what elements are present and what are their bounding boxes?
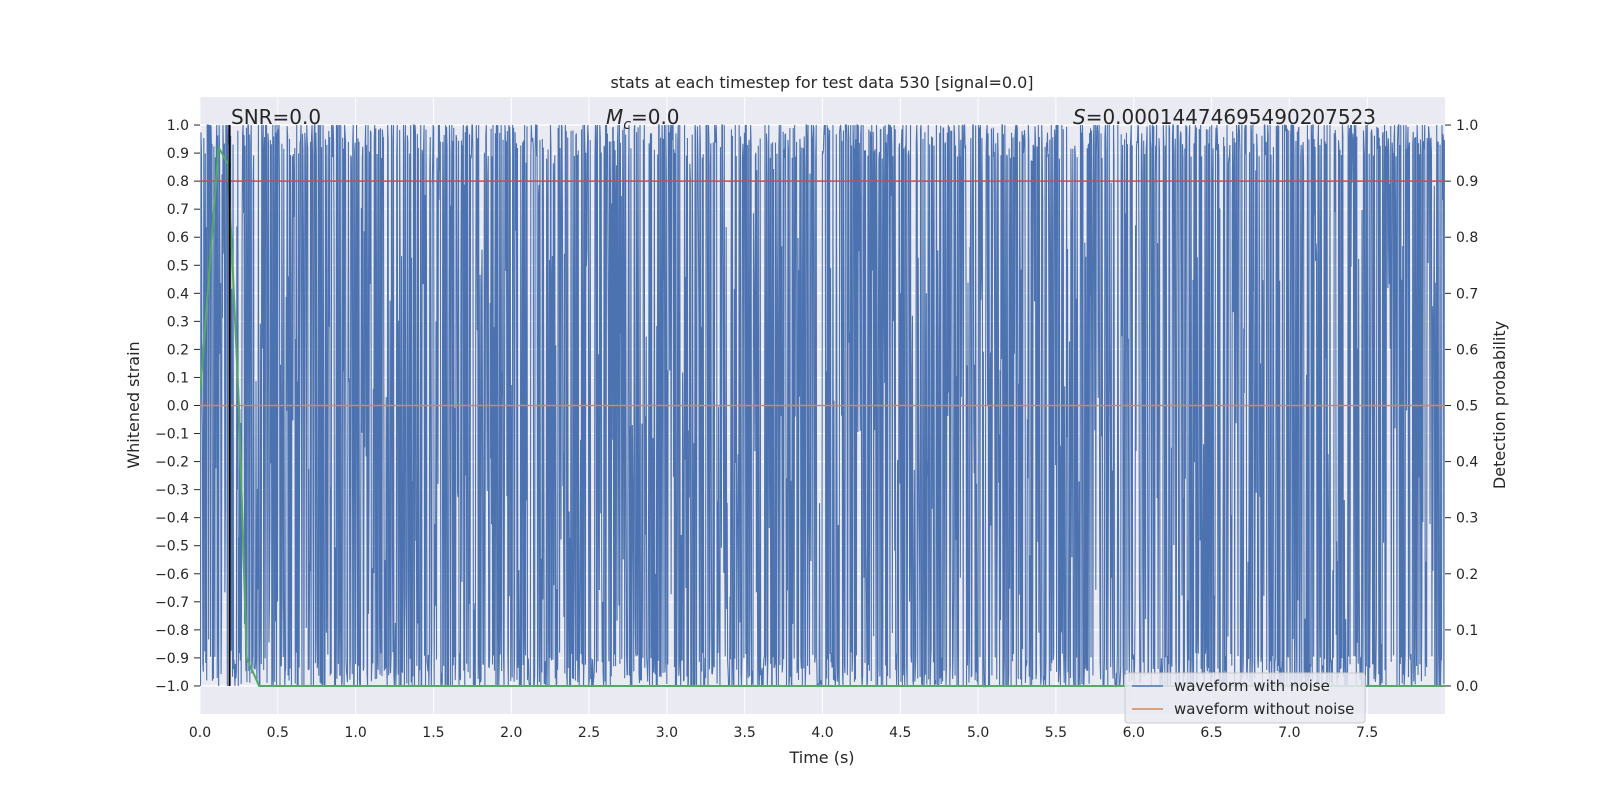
left-y-axis-ticks: 1.0 0.9 0.8 0.7 0.6 0.5 0.4 0.3 0.2 0.1 0.0 −0.1 −0.… (155, 118, 200, 695)
chart-title: stats at each timestep for test data 530… (610, 73, 1033, 92)
left-y-tick-label: −0.4 (155, 511, 189, 527)
left-y-tick-label: −1.0 (155, 679, 189, 695)
left-y-tick-label: 0.2 (167, 342, 189, 358)
left-y-tick-label: −0.8 (155, 623, 189, 639)
x-tick-label: 4.0 (811, 725, 833, 741)
chirp-mass-value: =0.0 (631, 105, 680, 129)
right-y-axis-label: Detection probability (1490, 321, 1509, 489)
left-y-tick-label: −0.5 (155, 539, 189, 555)
left-y-tick-label: −0.2 (155, 455, 189, 471)
right-y-tick-label: 0.5 (1456, 399, 1478, 415)
right-y-tick-label: 0.3 (1456, 511, 1478, 527)
legend-label-clean: waveform without noise (1174, 700, 1354, 718)
left-y-tick-label: −0.9 (155, 651, 189, 667)
left-y-tick-label: 0.1 (167, 370, 189, 386)
left-y-tick-label: 0.6 (167, 230, 189, 246)
x-tick-label: 2.5 (578, 725, 600, 741)
left-y-axis-label: Whitened strain (124, 341, 143, 468)
x-axis-ticks: 0.0 0.5 1.0 1.5 2.0 2.5 3.0 3.5 4.0 4.5 5.0 5.5 6.0 6… (189, 725, 1378, 741)
right-y-tick-label: 0.7 (1456, 286, 1478, 302)
x-tick-label: 1.5 (422, 725, 444, 741)
chirp-mass-subscript: c (623, 117, 631, 133)
x-tick-label: 1.0 (344, 725, 366, 741)
legend-box (1124, 672, 1366, 724)
x-tick-label: 2.0 (500, 725, 522, 741)
left-y-tick-label: 0.8 (167, 174, 189, 190)
x-tick-label: 7.5 (1356, 725, 1378, 741)
right-y-tick-label: 0.4 (1456, 455, 1478, 471)
x-tick-label: 0.0 (189, 725, 211, 741)
right-y-tick-label: 0.6 (1456, 342, 1478, 358)
s-symbol: S (1073, 105, 1086, 129)
s-annotation: S=0.00014474695490207523 (1073, 105, 1376, 129)
x-tick-label: 7.0 (1278, 725, 1300, 741)
chirp-mass-annotation: Mc=0.0 (606, 105, 680, 133)
right-y-tick-label: 0.2 (1456, 567, 1478, 583)
left-y-tick-label: −0.1 (155, 427, 189, 443)
x-tick-label: 3.5 (734, 725, 756, 741)
x-tick-label: 3.0 (656, 725, 678, 741)
left-y-tick-label: 0.0 (167, 399, 189, 415)
detection-probability-line (200, 144, 1445, 687)
right-y-axis-ticks: 1.0 0.9 0.8 0.7 0.6 0.5 0.4 0.3 0.2 0.1 0.0 (1445, 118, 1478, 695)
x-axis-label: Time (s) (788, 748, 854, 767)
left-y-tick-label: −0.6 (155, 567, 189, 583)
left-y-tick-label: 0.4 (167, 286, 189, 302)
left-y-tick-label: 0.9 (167, 146, 189, 162)
right-y-tick-label: 0.8 (1456, 230, 1478, 246)
left-y-tick-label: 0.7 (167, 202, 189, 218)
x-tick-label: 0.5 (267, 725, 289, 741)
right-y-tick-label: 1.0 (1456, 118, 1478, 134)
right-y-tick-label: 0.0 (1456, 679, 1478, 695)
left-y-tick-label: 0.3 (167, 314, 189, 330)
legend: waveform with noise waveform without noi… (1124, 672, 1366, 724)
x-tick-label: 6.0 (1123, 725, 1145, 741)
waveform-with-noise (200, 124, 1445, 688)
noise-trace (200, 124, 1445, 688)
x-tick-label: 6.5 (1200, 725, 1222, 741)
x-tick-label: 4.5 (889, 725, 911, 741)
chirp-mass-symbol: M (606, 105, 623, 129)
right-y-tick-label: 0.9 (1456, 174, 1478, 190)
left-y-tick-label: −0.7 (155, 595, 189, 611)
s-value: =0.00014474695490207523 (1086, 105, 1376, 129)
right-y-tick-label: 0.1 (1456, 623, 1478, 639)
x-tick-label: 5.5 (1045, 725, 1067, 741)
legend-label-noise: waveform with noise (1174, 677, 1330, 695)
left-y-tick-label: −0.3 (155, 483, 189, 499)
x-tick-label: 5.0 (967, 725, 989, 741)
snr-annotation: SNR=0.0 (231, 105, 321, 129)
left-y-tick-label: 0.5 (167, 258, 189, 274)
left-y-tick-label: 1.0 (167, 118, 189, 134)
